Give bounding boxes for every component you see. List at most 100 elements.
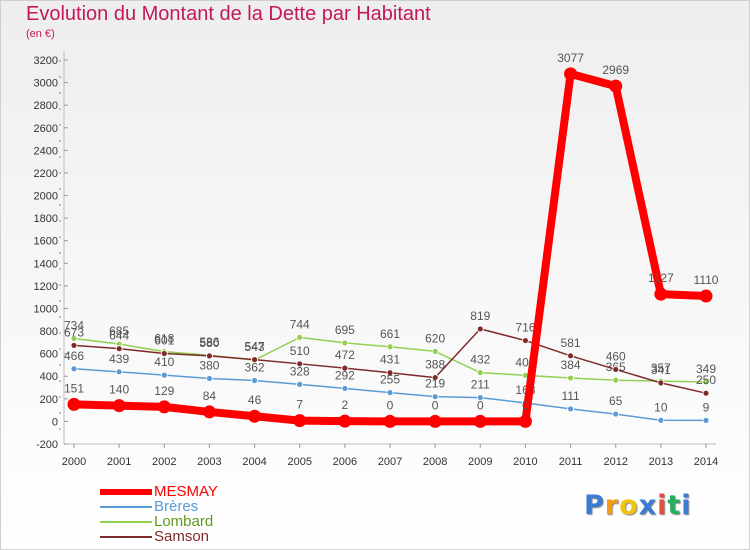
logo-letter: i xyxy=(657,490,668,521)
data-label: 661 xyxy=(380,327,400,341)
data-label: 586 xyxy=(199,335,219,349)
x-tick-label: 2005 xyxy=(287,456,311,468)
data-label: 341 xyxy=(651,363,671,377)
data-point xyxy=(476,369,484,377)
legend-label-mesmay: MESMAY xyxy=(154,483,218,500)
data-label: 255 xyxy=(380,373,400,387)
y-tick-label: 0 xyxy=(52,416,58,428)
y-tick-label: 1200 xyxy=(34,281,58,293)
x-tick-label: 2013 xyxy=(649,456,673,468)
data-label: 410 xyxy=(154,355,174,369)
logo-letter: r xyxy=(604,490,620,521)
data-point xyxy=(383,414,397,428)
data-point xyxy=(699,289,713,303)
y-tick-label: 2400 xyxy=(34,145,58,157)
data-label: 10 xyxy=(654,400,668,414)
data-label: 734 xyxy=(64,319,84,333)
data-label: 111 xyxy=(561,389,580,403)
proxiti-logo: Proxiti xyxy=(584,490,692,521)
x-tick-label: 2001 xyxy=(107,456,131,468)
data-point xyxy=(567,405,574,413)
data-point xyxy=(657,379,665,387)
data-point xyxy=(341,339,349,347)
y-tick-label: 2000 xyxy=(34,191,58,203)
data-label: 0 xyxy=(477,398,484,412)
data-label: 673 xyxy=(64,325,84,339)
data-label: 460 xyxy=(606,349,626,363)
data-point xyxy=(206,375,213,382)
data-label: 357 xyxy=(651,361,671,375)
data-label: 211 xyxy=(471,378,490,392)
data-point xyxy=(612,410,620,418)
data-point xyxy=(476,394,484,401)
legend-label-lombard: Lombard xyxy=(154,513,214,530)
data-point xyxy=(296,333,304,341)
data-point xyxy=(115,345,123,353)
data-label: 618 xyxy=(154,332,174,346)
y-tick-label: 800 xyxy=(40,326,58,338)
data-label: 7 xyxy=(296,398,303,412)
y-tick-label: 1600 xyxy=(34,236,58,248)
data-label: 250 xyxy=(696,373,716,387)
data-label: 439 xyxy=(109,352,129,366)
data-label: 744 xyxy=(290,317,310,331)
y-tick-label: 2200 xyxy=(34,168,58,180)
legend-swatch-samson xyxy=(100,536,152,538)
data-label: 388 xyxy=(425,358,445,372)
logo-letter: o xyxy=(619,490,639,521)
legend-label-samson: Samson xyxy=(154,528,210,545)
data-point xyxy=(657,416,665,424)
data-label: 2969 xyxy=(602,63,629,77)
data-label: 0 xyxy=(387,398,394,412)
data-point xyxy=(296,380,304,388)
data-point xyxy=(473,414,487,428)
data-point xyxy=(609,79,623,93)
x-tick-label: 2012 xyxy=(603,456,627,468)
data-point xyxy=(386,389,394,397)
data-label: 1127 xyxy=(648,271,674,285)
data-label: 819 xyxy=(470,309,490,323)
y-tick-label: 600 xyxy=(40,349,58,361)
data-point xyxy=(702,416,710,424)
data-point xyxy=(206,352,213,360)
data-point xyxy=(386,343,394,351)
data-label: 140 xyxy=(109,383,129,397)
data-point xyxy=(160,350,168,357)
data-point xyxy=(702,389,710,397)
data-label: 129 xyxy=(154,384,174,398)
x-tick-label: 2006 xyxy=(333,456,357,468)
data-label: 219 xyxy=(425,377,445,391)
data-point xyxy=(522,337,529,344)
logo-letter: x xyxy=(638,490,658,521)
data-point xyxy=(248,409,262,423)
data-point xyxy=(654,287,668,301)
x-tick-label: 2010 xyxy=(513,456,537,468)
x-tick-label: 2009 xyxy=(468,456,492,468)
data-label: 431 xyxy=(380,353,400,367)
data-point xyxy=(476,325,484,333)
y-tick-label: 2600 xyxy=(34,123,58,135)
y-tick-label: 3000 xyxy=(34,78,58,90)
data-point xyxy=(67,397,81,411)
data-label: 2 xyxy=(342,398,349,412)
y-tick-label: 200 xyxy=(40,394,58,406)
data-point xyxy=(431,347,439,355)
data-point xyxy=(251,377,258,384)
y-tick-label: 3200 xyxy=(34,55,58,67)
chart-title: Evolution du Montant de la Dette par Hab… xyxy=(26,3,431,25)
data-point xyxy=(518,414,532,428)
data-label: 432 xyxy=(470,353,490,367)
chart-unit: (en €) xyxy=(26,28,55,40)
data-point xyxy=(202,405,216,419)
data-point xyxy=(115,368,123,376)
data-point xyxy=(431,393,439,401)
data-label: 151 xyxy=(64,381,84,395)
logo-letter: t xyxy=(667,490,682,521)
data-label: 84 xyxy=(203,389,217,403)
y-tick-label: 1800 xyxy=(34,213,58,225)
data-point xyxy=(70,342,78,349)
data-label: 472 xyxy=(335,348,355,362)
x-tick-label: 2008 xyxy=(423,456,447,468)
data-label: 620 xyxy=(425,331,445,345)
